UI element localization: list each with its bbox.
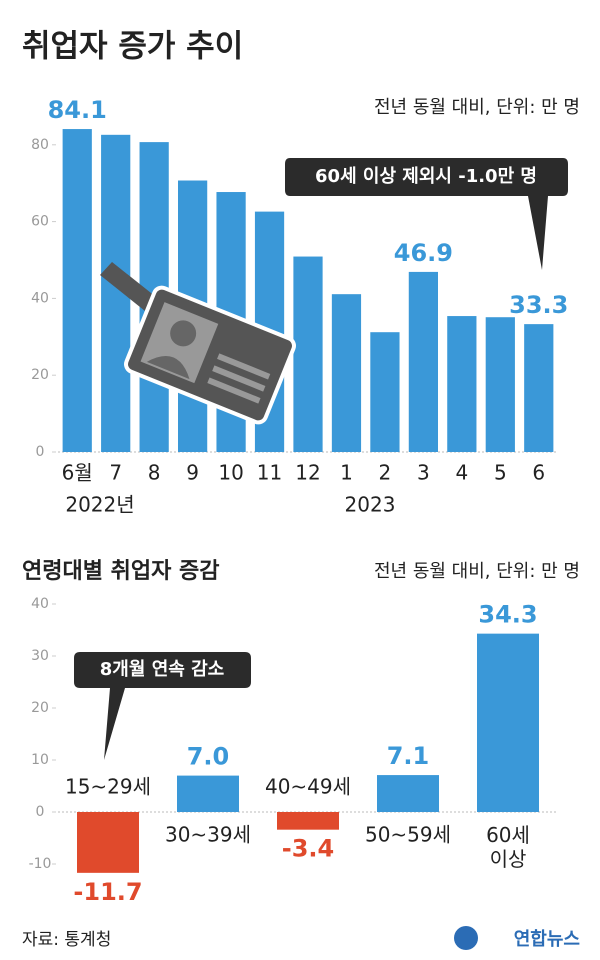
id-card-illustration [100,262,296,425]
chart-title: 취업자 증가 추이 [22,29,243,65]
year-label: 2023 [345,493,396,517]
x-tick-label: 9 [186,461,199,485]
value-label: 34.3 [478,601,537,629]
y-tick-label: 0 [36,444,45,460]
bar [447,316,477,452]
y-tick-label: 10 [31,752,49,768]
chart-subtitle: 전년 동월 대비, 단위: 만 명 [374,561,580,582]
x-tick-label: 30~39세 [165,823,251,847]
bar [277,812,339,830]
value-label: 33.3 [509,291,568,319]
bar [524,324,554,452]
x-tick-label: 6 [532,461,545,485]
y-tick-label: -10 [29,856,52,872]
y-tick-label: 20 [31,367,49,383]
bar [408,271,438,452]
bar [331,294,362,452]
y-tick-label: 40 [31,596,49,612]
chart-subtitle: 전년 동월 대비, 단위: 만 명 [374,97,580,118]
annotation: 8개월 연속 감소 [100,659,224,680]
value-label: 7.1 [387,742,430,770]
logo: 연합뉴스 [454,926,580,950]
bar [485,317,515,452]
y-tick-label: 80 [31,137,49,153]
x-tick-label: 11 [257,461,282,485]
bar [370,332,400,452]
x-tick-label: 40~49세 [265,775,351,799]
value-label: 7.0 [187,743,230,771]
bar [477,633,539,812]
bar [377,775,439,812]
year-label: 2022년 [65,493,134,517]
bar [62,129,92,452]
value-label: -11.7 [73,878,142,906]
x-tick-label: 12 [295,461,320,485]
x-tick-label: 7 [109,461,122,485]
value-label: 84.1 [48,96,107,124]
bar [77,812,139,873]
y-tick-label: 0 [36,804,45,820]
bar [293,256,323,452]
x-tick-label: 60세 이상 [486,823,530,871]
x-tick-label: 3 [417,461,430,485]
source: 자료: 통계청 [22,930,111,950]
x-tick-label: 4 [455,461,468,485]
value-label: 46.9 [394,239,453,267]
logo-text: 연합뉴스 [514,928,580,950]
x-tick-label: 1 [340,461,353,485]
y-tick-label: 20 [31,700,49,716]
value-label: -3.4 [282,835,334,863]
x-tick-label: 5 [494,461,507,485]
chart-2: -10 0 10 20 30 40 -11.7 15~29세 7.0 30~39세 -3.4 40~4… [29,596,558,906]
y-tick-label: 40 [31,290,49,306]
y-tick-label: 60 [31,214,49,230]
annotation: 60세 이상 제외시 -1.0만 명 [315,166,537,187]
x-tick-label: 6월 [62,461,93,485]
x-tick-label: 50~59세 [365,823,451,847]
callout: 60세 이상 제외시 -1.0만 명 [285,158,568,270]
x-tick-label: 8 [148,461,161,485]
callout: 8개월 연속 감소 [74,652,251,760]
bar [177,775,239,812]
x-tick-label: 15~29세 [65,775,151,799]
x-tick-label: 10 [218,461,243,485]
y-tick-label: 30 [31,648,49,664]
chart-title: 연령대별 취업자 증감 [22,559,219,584]
x-tick-label: 2 [379,461,392,485]
